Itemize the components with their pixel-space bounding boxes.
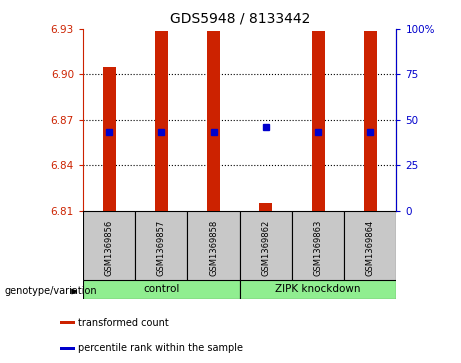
Text: transformed count: transformed count — [78, 318, 169, 328]
Bar — [240, 211, 292, 280]
Bar — [188, 211, 240, 280]
Bar — [83, 211, 135, 280]
Text: control: control — [143, 285, 179, 294]
Bar — [207, 30, 220, 211]
Text: GSM1369863: GSM1369863 — [313, 220, 323, 276]
Title: GDS5948 / 8133442: GDS5948 / 8133442 — [170, 11, 310, 25]
Text: GSM1369864: GSM1369864 — [366, 220, 375, 276]
Bar — [292, 211, 344, 280]
Bar — [155, 30, 168, 211]
Bar — [102, 67, 116, 211]
Bar — [83, 280, 240, 299]
Bar — [364, 30, 377, 211]
Bar — [60, 321, 75, 324]
Text: ZIPK knockdown: ZIPK knockdown — [275, 285, 361, 294]
Bar — [60, 347, 75, 350]
Text: GSM1369862: GSM1369862 — [261, 220, 270, 276]
Text: percentile rank within the sample: percentile rank within the sample — [78, 343, 243, 353]
Bar — [135, 211, 188, 280]
Text: GSM1369856: GSM1369856 — [105, 220, 113, 276]
Text: GSM1369857: GSM1369857 — [157, 220, 166, 276]
Bar — [312, 30, 325, 211]
Bar — [259, 203, 272, 211]
Text: genotype/variation: genotype/variation — [5, 286, 97, 297]
Bar — [240, 280, 396, 299]
Bar — [344, 211, 396, 280]
Text: GSM1369858: GSM1369858 — [209, 220, 218, 276]
